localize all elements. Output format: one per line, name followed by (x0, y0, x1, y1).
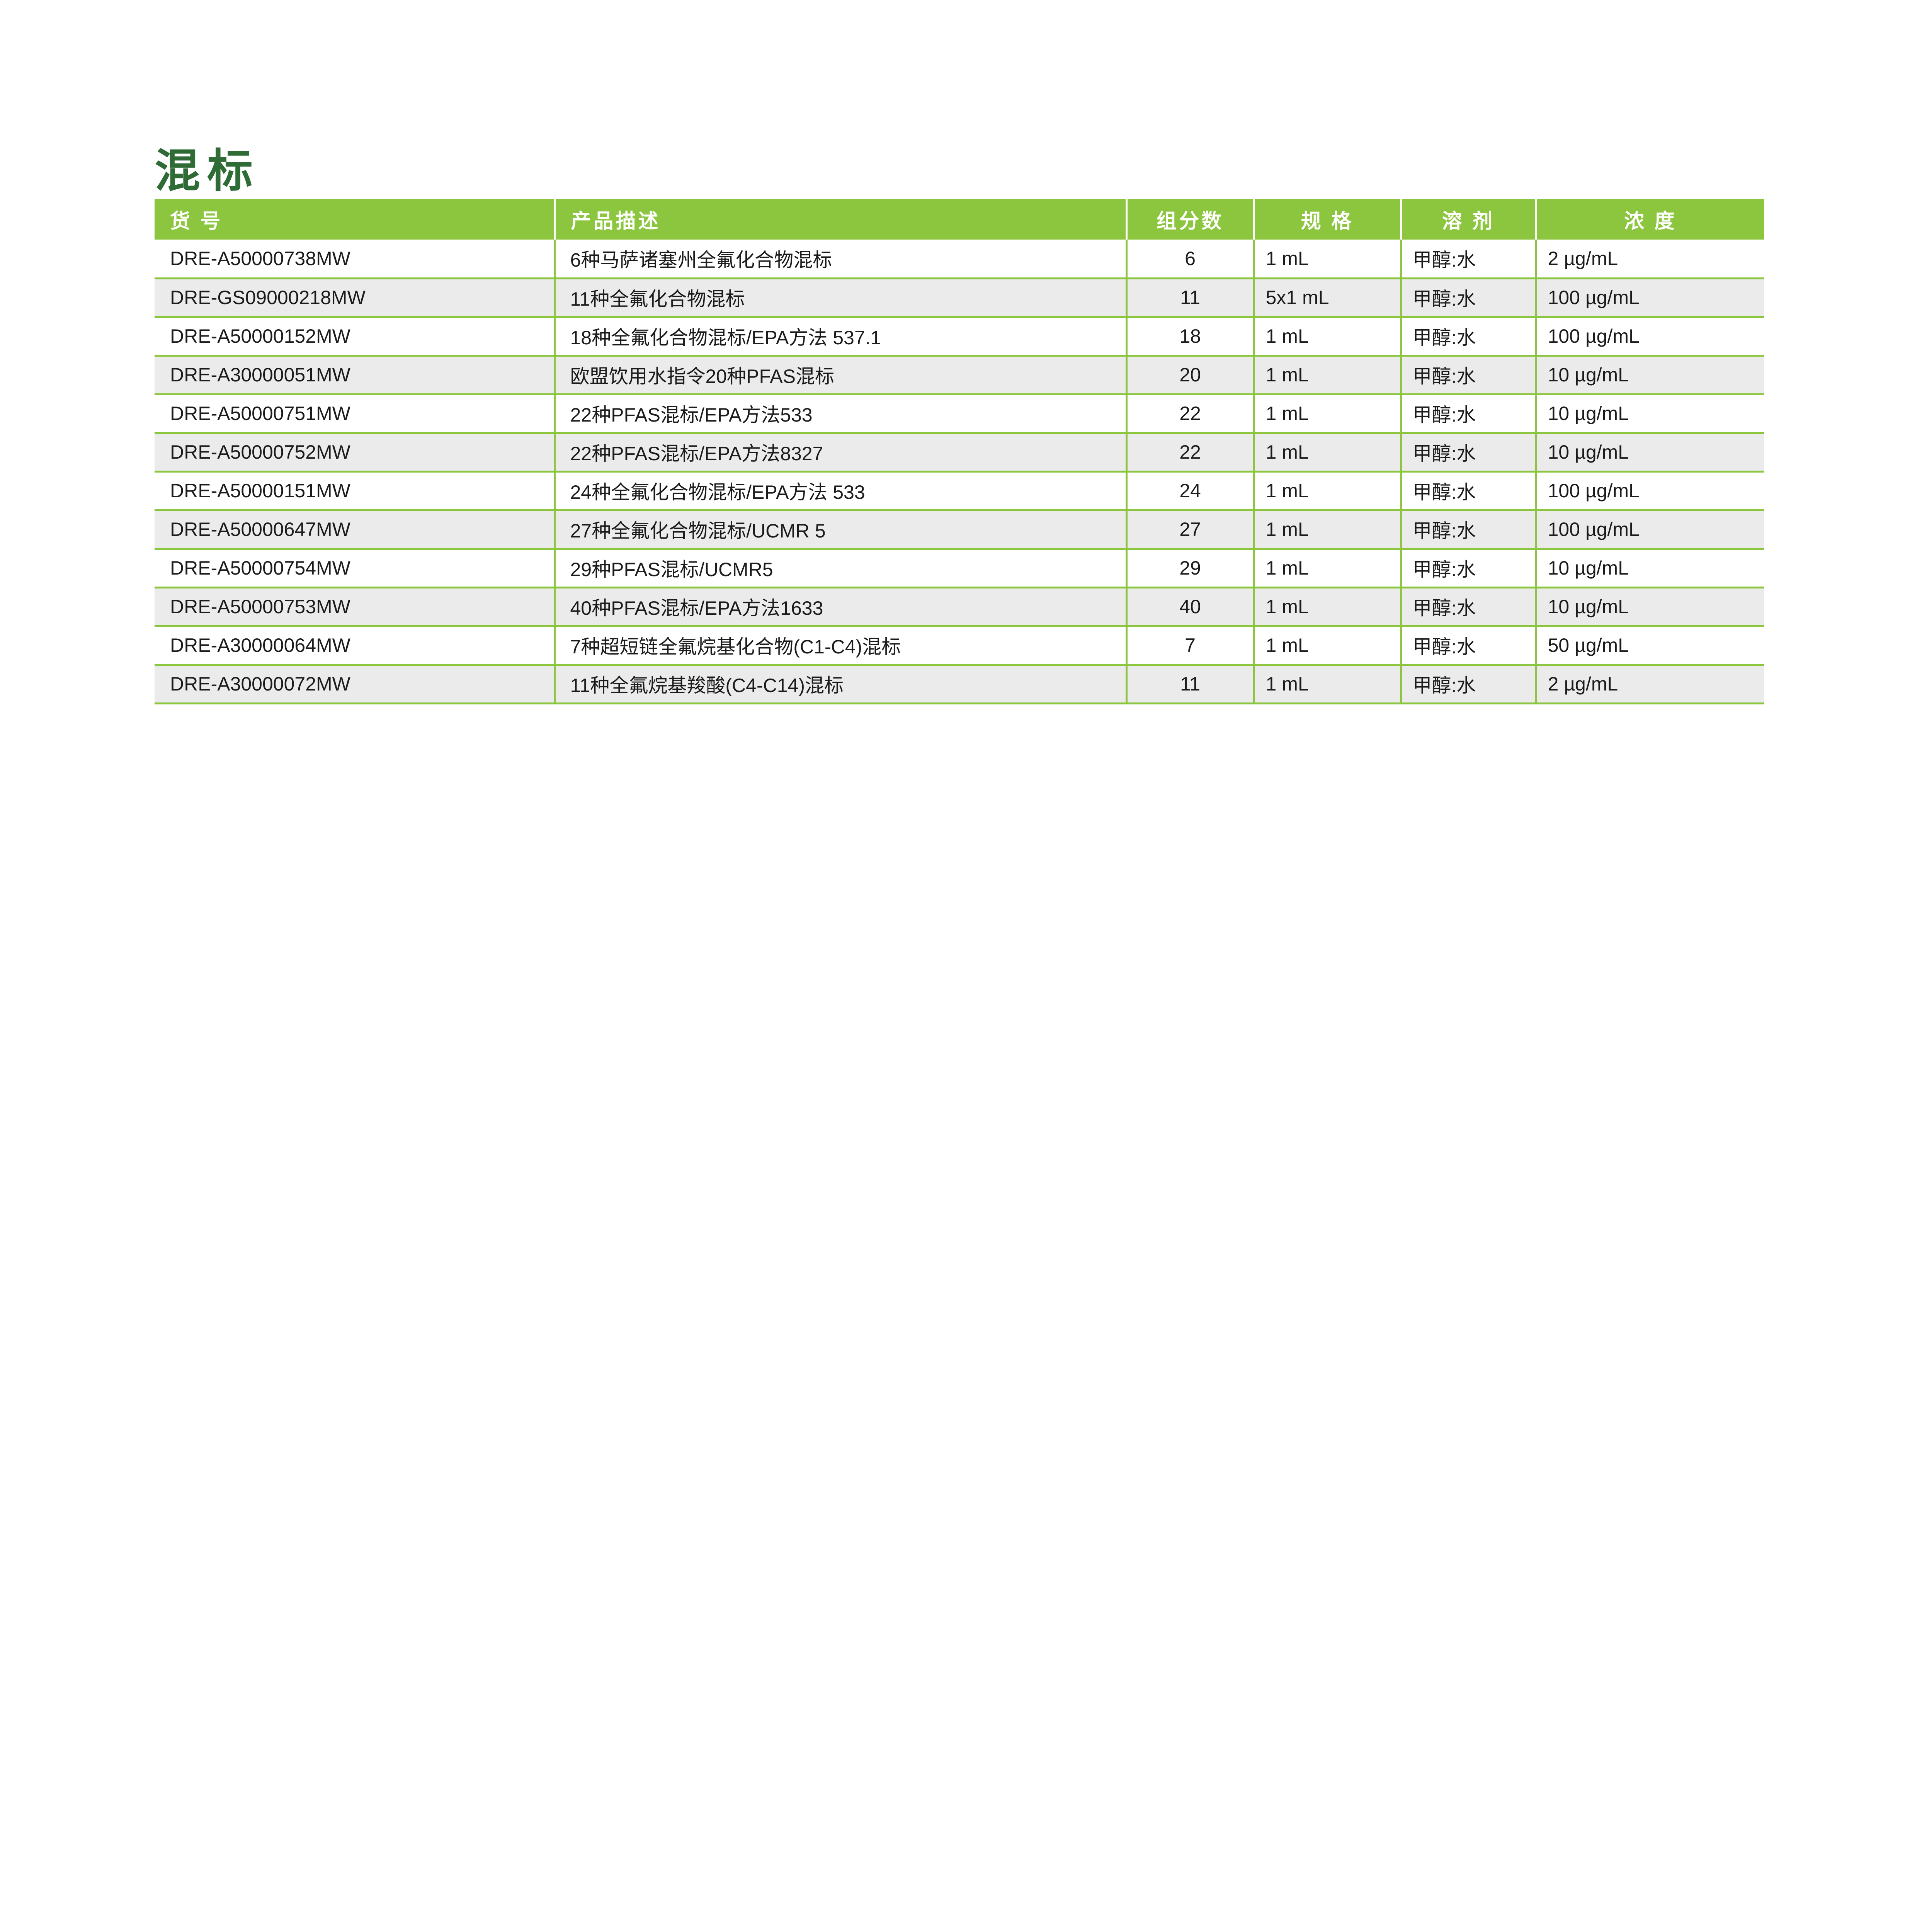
cell-code: DRE-A30000072MW (155, 663, 555, 704)
cell-solvent: 甲醇:水 (1400, 509, 1536, 550)
column-header-size: 规 格 (1253, 199, 1401, 240)
cell-conc: 100 µg/mL (1535, 277, 1764, 318)
cell-desc: 11种全氟烷基羧酸(C4-C14)混标 (553, 663, 1126, 704)
table-row: DRE-A50000152MW 18种全氟化合物混标/EPA方法 537.1 1… (155, 316, 1764, 357)
cell-solvent: 甲醇:水 (1400, 354, 1536, 395)
cell-solvent: 甲醇:水 (1400, 277, 1536, 318)
column-header-desc: 产品描述 (553, 199, 1126, 240)
cell-desc: 18种全氟化合物混标/EPA方法 537.1 (553, 316, 1126, 357)
table-row: DRE-A50000647MW 27种全氟化合物混标/UCMR 5 27 1 m… (155, 509, 1764, 550)
cell-desc: 7种超短链全氟烷基化合物(C1-C4)混标 (553, 625, 1126, 666)
column-header-code: 货 号 (155, 199, 555, 240)
cell-size: 1 mL (1253, 470, 1401, 511)
column-header-components: 组分数 (1125, 199, 1254, 240)
cell-code: DRE-A50000152MW (155, 316, 555, 357)
table-row: DRE-A50000151MW 24种全氟化合物混标/EPA方法 533 24 … (155, 470, 1764, 511)
cell-size: 1 mL (1253, 663, 1401, 704)
cell-code: DRE-A50000738MW (155, 240, 555, 279)
cell-code: DRE-GS09000218MW (155, 277, 555, 318)
cell-components: 22 (1125, 393, 1254, 434)
cell-conc: 10 µg/mL (1535, 354, 1764, 395)
cell-size: 1 mL (1253, 393, 1401, 434)
cell-solvent: 甲醇:水 (1400, 432, 1536, 473)
cell-size: 1 mL (1253, 354, 1401, 395)
table-row: DRE-A50000754MW 29种PFAS混标/UCMR5 29 1 mL … (155, 548, 1764, 588)
cell-code: DRE-A50000647MW (155, 509, 555, 550)
table-body: DRE-A50000738MW 6种马萨诸塞州全氟化合物混标 6 1 mL 甲醇… (155, 240, 1764, 704)
cell-components: 22 (1125, 432, 1254, 473)
cell-desc: 24种全氟化合物混标/EPA方法 533 (553, 470, 1126, 511)
cell-code: DRE-A30000064MW (155, 625, 555, 666)
cell-solvent: 甲醇:水 (1400, 548, 1536, 588)
cell-desc: 11种全氟化合物混标 (553, 277, 1126, 318)
cell-conc: 2 µg/mL (1535, 663, 1764, 704)
cell-components: 29 (1125, 548, 1254, 588)
cell-conc: 100 µg/mL (1535, 316, 1764, 357)
cell-desc: 6种马萨诸塞州全氟化合物混标 (553, 240, 1126, 279)
cell-conc: 100 µg/mL (1535, 509, 1764, 550)
table-row: DRE-A50000738MW 6种马萨诸塞州全氟化合物混标 6 1 mL 甲醇… (155, 240, 1764, 279)
cell-solvent: 甲醇:水 (1400, 316, 1536, 357)
cell-desc: 22种PFAS混标/EPA方法8327 (553, 432, 1126, 473)
column-header-solvent: 溶 剂 (1400, 199, 1536, 240)
cell-desc: 27种全氟化合物混标/UCMR 5 (553, 509, 1126, 550)
table-row: DRE-A50000753MW 40种PFAS混标/EPA方法1633 40 1… (155, 586, 1764, 627)
cell-code: DRE-A50000754MW (155, 548, 555, 588)
cell-code: DRE-A50000753MW (155, 586, 555, 627)
cell-components: 6 (1125, 240, 1254, 279)
cell-components: 24 (1125, 470, 1254, 511)
cell-conc: 10 µg/mL (1535, 548, 1764, 588)
cell-solvent: 甲醇:水 (1400, 663, 1536, 704)
cell-components: 40 (1125, 586, 1254, 627)
table-row: DRE-A30000072MW 11种全氟烷基羧酸(C4-C14)混标 11 1… (155, 663, 1764, 704)
table-row: DRE-A50000751MW 22种PFAS混标/EPA方法533 22 1 … (155, 393, 1764, 434)
cell-solvent: 甲醇:水 (1400, 470, 1536, 511)
table-row: DRE-GS09000218MW 11种全氟化合物混标 11 5x1 mL 甲醇… (155, 277, 1764, 318)
column-header-conc: 浓 度 (1535, 199, 1764, 240)
cell-components: 20 (1125, 354, 1254, 395)
cell-conc: 10 µg/mL (1535, 393, 1764, 434)
cell-size: 1 mL (1253, 509, 1401, 550)
cell-components: 11 (1125, 277, 1254, 318)
cell-conc: 2 µg/mL (1535, 240, 1764, 279)
cell-conc: 50 µg/mL (1535, 625, 1764, 666)
cell-size: 1 mL (1253, 316, 1401, 357)
cell-code: DRE-A50000151MW (155, 470, 555, 511)
cell-desc: 22种PFAS混标/EPA方法533 (553, 393, 1126, 434)
cell-size: 1 mL (1253, 586, 1401, 627)
cell-desc: 欧盟饮用水指令20种PFAS混标 (553, 354, 1126, 395)
cell-desc: 29种PFAS混标/UCMR5 (553, 548, 1126, 588)
table-header-row: 货 号 产品描述 组分数 规 格 溶 剂 浓 度 (155, 199, 1764, 240)
table-row: DRE-A30000064MW 7种超短链全氟烷基化合物(C1-C4)混标 7 … (155, 625, 1764, 666)
cell-size: 1 mL (1253, 625, 1401, 666)
cell-code: DRE-A50000751MW (155, 393, 555, 434)
cell-components: 18 (1125, 316, 1254, 357)
cell-size: 1 mL (1253, 432, 1401, 473)
cell-code: DRE-A50000752MW (155, 432, 555, 473)
cell-size: 1 mL (1253, 548, 1401, 588)
cell-conc: 10 µg/mL (1535, 586, 1764, 627)
cell-size: 5x1 mL (1253, 277, 1401, 318)
cell-solvent: 甲醇:水 (1400, 393, 1536, 434)
cell-solvent: 甲醇:水 (1400, 586, 1536, 627)
cell-conc: 10 µg/mL (1535, 432, 1764, 473)
cell-desc: 40种PFAS混标/EPA方法1633 (553, 586, 1126, 627)
cell-conc: 100 µg/mL (1535, 470, 1764, 511)
cell-solvent: 甲醇:水 (1400, 240, 1536, 279)
page-title: 混标 (155, 146, 260, 197)
table-row: DRE-A50000752MW 22种PFAS混标/EPA方法8327 22 1… (155, 432, 1764, 473)
cell-components: 27 (1125, 509, 1254, 550)
table-row: DRE-A30000051MW 欧盟饮用水指令20种PFAS混标 20 1 mL… (155, 354, 1764, 395)
product-table: 货 号 产品描述 组分数 规 格 溶 剂 浓 度 DRE-A50000738MW… (155, 199, 1764, 704)
cell-components: 11 (1125, 663, 1254, 704)
cell-components: 7 (1125, 625, 1254, 666)
cell-solvent: 甲醇:水 (1400, 625, 1536, 666)
cell-code: DRE-A30000051MW (155, 354, 555, 395)
table-header: 货 号 产品描述 组分数 规 格 溶 剂 浓 度 (155, 199, 1764, 240)
cell-size: 1 mL (1253, 240, 1401, 279)
